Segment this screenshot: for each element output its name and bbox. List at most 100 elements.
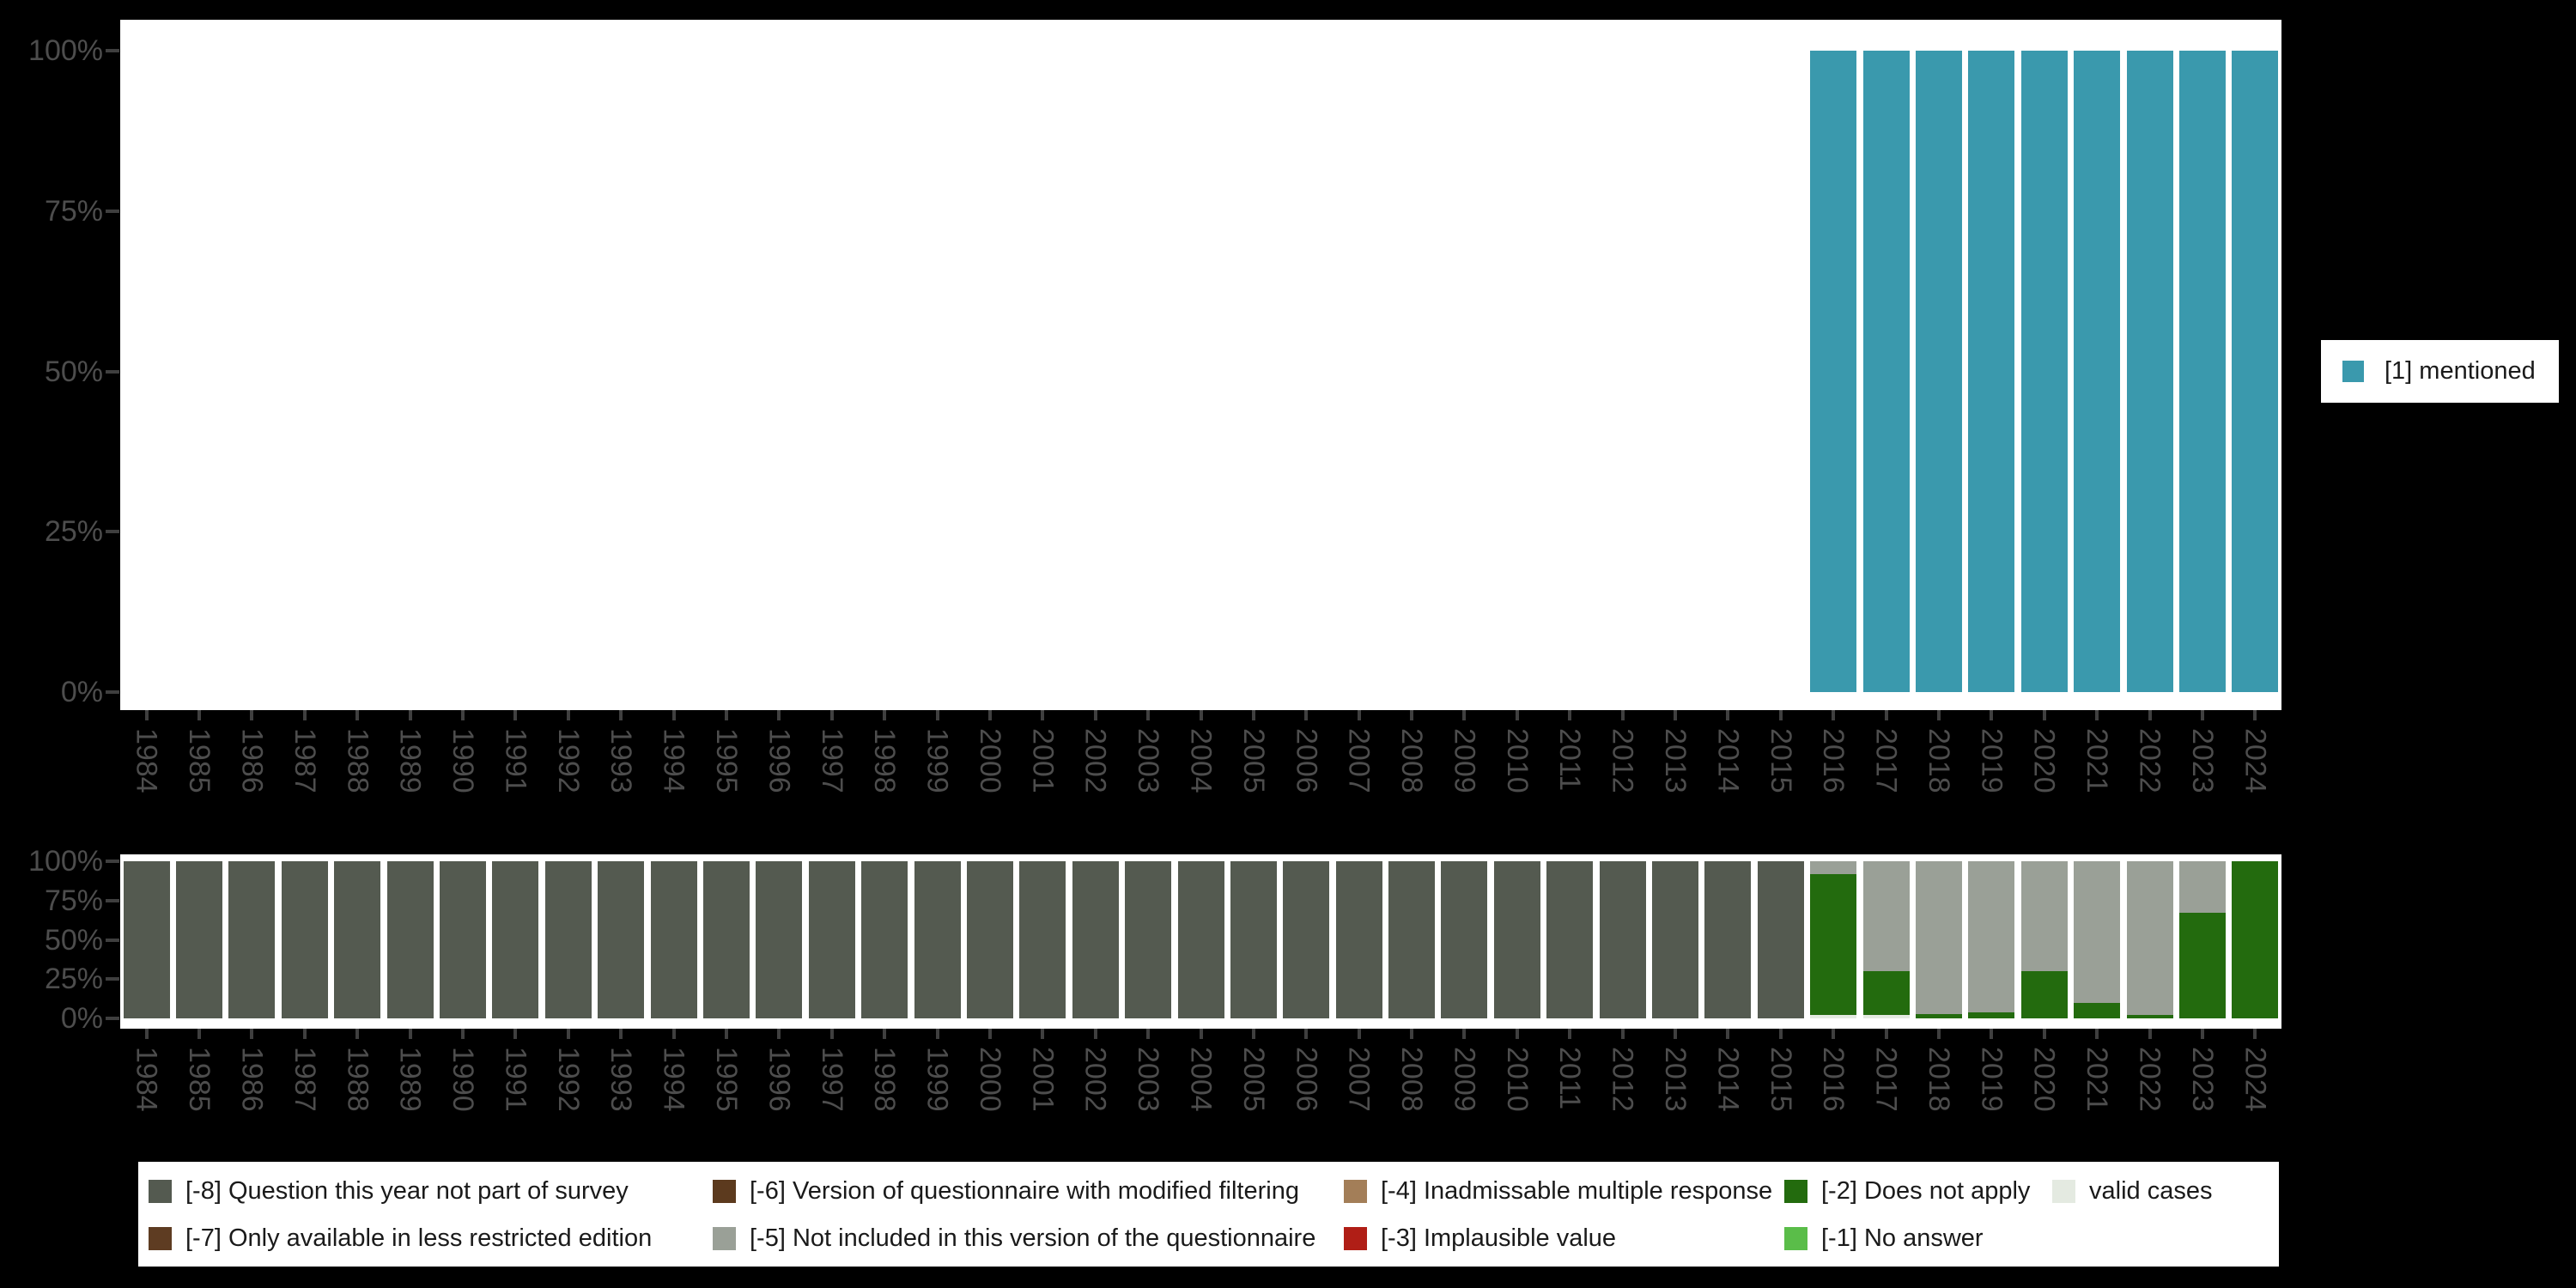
bar-1995--8[interactable] xyxy=(703,861,750,1018)
bar-1986--8[interactable] xyxy=(228,861,275,1018)
legend-swatch--4 xyxy=(1344,1180,1367,1203)
legend-label-valid: valid cases xyxy=(2089,1177,2213,1205)
bottom-y-tick-mark-50% xyxy=(106,938,119,942)
bar-1984--8[interactable] xyxy=(124,861,170,1018)
bar-2011--8[interactable] xyxy=(1546,861,1593,1018)
bar-2020--5[interactable] xyxy=(2021,861,2068,972)
bar-2017--5[interactable] xyxy=(1863,861,1910,972)
bar-2002--8[interactable] xyxy=(1072,861,1119,1018)
top-x-tick-label-2022: 2022 xyxy=(2133,728,2166,793)
bar-1987--8[interactable] xyxy=(282,861,328,1018)
bar-2022--2[interactable] xyxy=(2127,1015,2173,1018)
bar-2019-mentioned[interactable] xyxy=(1968,51,2014,692)
bar-2023--5[interactable] xyxy=(2179,861,2226,914)
bar-2021-mentioned[interactable] xyxy=(2074,51,2120,692)
top-x-tick-mark-2000 xyxy=(987,710,992,720)
bar-2007--8[interactable] xyxy=(1336,861,1382,1018)
bar-2006--8[interactable] xyxy=(1283,861,1329,1018)
bar-1998--8[interactable] xyxy=(861,861,908,1018)
bar-2015--8[interactable] xyxy=(1758,861,1804,1018)
bar-2023-mentioned[interactable] xyxy=(2179,51,2226,692)
bar-2020--2[interactable] xyxy=(2021,971,2068,1018)
bar-2022--5[interactable] xyxy=(2127,861,2173,1016)
bar-2020-mentioned[interactable] xyxy=(2021,51,2068,692)
missing-values-legend: [-8] Question this year not part of surv… xyxy=(138,1162,2279,1267)
bar-1985--8[interactable] xyxy=(176,861,222,1018)
top-y-tick-label-50%: 50% xyxy=(44,355,103,388)
bottom-x-tick-mark-1990 xyxy=(461,1029,465,1039)
bar-2003--8[interactable] xyxy=(1125,861,1171,1018)
top-x-tick-mark-1985 xyxy=(197,710,202,720)
bar-2018-mentioned[interactable] xyxy=(1916,51,1962,692)
bar-1990--8[interactable] xyxy=(440,861,486,1018)
bar-2000--8[interactable] xyxy=(967,861,1013,1018)
top-x-tick-mark-1999 xyxy=(935,710,939,720)
top-x-tick-label-2006: 2006 xyxy=(1290,728,1323,793)
bottom-x-tick-label-2019: 2019 xyxy=(1975,1047,2008,1112)
bottom-x-tick-mark-2004 xyxy=(1199,1029,1203,1039)
bar-2017-valid[interactable] xyxy=(1863,1015,1910,1018)
bar-2024--2[interactable] xyxy=(2232,861,2278,1018)
bar-2024-mentioned[interactable] xyxy=(2232,51,2278,692)
bottom-x-tick-mark-1992 xyxy=(566,1029,570,1039)
bottom-x-tick-mark-2000 xyxy=(987,1029,992,1039)
bar-2010--8[interactable] xyxy=(1494,861,1540,1018)
bar-2017--2[interactable] xyxy=(1863,971,1910,1016)
top-x-tick-label-2001: 2001 xyxy=(1026,728,1060,793)
bar-2016-mentioned[interactable] xyxy=(1810,51,1856,692)
bar-2001--8[interactable] xyxy=(1019,861,1066,1018)
bar-2018--5[interactable] xyxy=(1916,861,1962,1014)
bar-2023--2[interactable] xyxy=(2179,913,2226,1018)
top-x-tick-label-1987: 1987 xyxy=(288,728,321,793)
bottom-x-tick-mark-2005 xyxy=(1251,1029,1255,1039)
bar-1997--8[interactable] xyxy=(809,861,855,1018)
bottom-x-tick-label-1993: 1993 xyxy=(605,1047,638,1112)
bottom-x-tick-label-2023: 2023 xyxy=(2185,1047,2219,1112)
bar-2021--5[interactable] xyxy=(2074,861,2120,1003)
bar-2021--2[interactable] xyxy=(2074,1002,2120,1018)
bar-2016-valid[interactable] xyxy=(1810,1015,1856,1018)
bar-1993--8[interactable] xyxy=(598,861,644,1018)
top-x-tick-mark-2022 xyxy=(2148,710,2152,720)
bar-2012--8[interactable] xyxy=(1600,861,1646,1018)
bottom-x-tick-label-1992: 1992 xyxy=(551,1047,585,1112)
bottom-x-tick-label-2022: 2022 xyxy=(2133,1047,2166,1112)
bar-2009--8[interactable] xyxy=(1441,861,1487,1018)
bar-2022-mentioned[interactable] xyxy=(2127,51,2173,692)
bar-2013--8[interactable] xyxy=(1652,861,1698,1018)
top-x-tick-mark-1988 xyxy=(355,710,360,720)
top-x-tick-mark-2010 xyxy=(1515,710,1519,720)
bar-2016--5[interactable] xyxy=(1810,861,1856,874)
bottom-x-tick-label-2007: 2007 xyxy=(1342,1047,1376,1112)
bar-2005--8[interactable] xyxy=(1230,861,1277,1018)
bar-1991--8[interactable] xyxy=(492,861,538,1018)
bottom-x-tick-mark-2019 xyxy=(1990,1029,1994,1039)
bar-2019--5[interactable] xyxy=(1968,861,2014,1012)
bottom-x-tick-label-2017: 2017 xyxy=(1869,1047,1903,1112)
legend-item--6: [-6] Version of questionnaire with modif… xyxy=(713,1179,1299,1204)
legend-label--1: [-1] No answer xyxy=(1821,1224,1984,1252)
bar-2016--2[interactable] xyxy=(1810,873,1856,1016)
bottom-x-tick-label-1987: 1987 xyxy=(288,1047,321,1112)
bottom-x-tick-label-1997: 1997 xyxy=(815,1047,848,1112)
bar-1994--8[interactable] xyxy=(651,861,697,1018)
bar-2014--8[interactable] xyxy=(1704,861,1751,1018)
bar-1988--8[interactable] xyxy=(334,861,380,1018)
top-x-tick-label-2019: 2019 xyxy=(1975,728,2008,793)
bar-2017-mentioned[interactable] xyxy=(1863,51,1910,692)
bottom-x-tick-label-2018: 2018 xyxy=(1922,1047,1955,1112)
bar-2018--2[interactable] xyxy=(1916,1013,1962,1018)
bar-1996--8[interactable] xyxy=(756,861,802,1018)
bottom-x-tick-label-2000: 2000 xyxy=(973,1047,1006,1112)
bar-2004--8[interactable] xyxy=(1178,861,1224,1018)
bar-2008--8[interactable] xyxy=(1388,861,1435,1018)
top-x-tick-mark-1996 xyxy=(777,710,781,720)
top-x-tick-label-1994: 1994 xyxy=(657,728,690,793)
bar-2019--2[interactable] xyxy=(1968,1012,2014,1018)
bottom-x-tick-label-1990: 1990 xyxy=(447,1047,480,1112)
bar-1992--8[interactable] xyxy=(545,861,592,1018)
bar-1989--8[interactable] xyxy=(387,861,434,1018)
bottom-x-tick-mark-1986 xyxy=(250,1029,254,1039)
bottom-x-tick-label-2012: 2012 xyxy=(1606,1047,1639,1112)
bar-1999--8[interactable] xyxy=(914,861,961,1018)
